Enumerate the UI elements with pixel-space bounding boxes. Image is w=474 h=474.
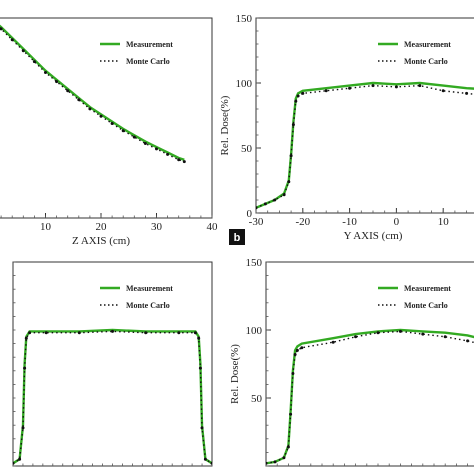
monte-carlo-point (300, 346, 304, 350)
x-tick-label: 10 (438, 216, 450, 228)
monte-carlo-point (210, 461, 212, 465)
series-monte-carlo (256, 84, 474, 210)
monte-carlo-point (144, 331, 148, 335)
series-monte-carlo (13, 329, 212, 465)
y-tick-label: 50 (241, 143, 253, 155)
monte-carlo-point (44, 331, 48, 335)
y-axis-label: Rel. Dose(%) (219, 95, 231, 155)
measurement-line (0, 24, 185, 161)
x-tick-label: 10 (40, 221, 52, 233)
monte-carlo-point (289, 154, 293, 158)
legend-label: Monte Carlo (126, 301, 170, 310)
legend-label: Measurement (126, 40, 173, 49)
x-axis-label: Y AXIS (cm) (344, 230, 403, 242)
monte-carlo-point (66, 89, 70, 93)
y-tick-label: 150 (246, 257, 263, 269)
monte-carlo-point (24, 336, 28, 340)
monte-carlo-point (331, 340, 335, 344)
legend-label: Measurement (404, 40, 451, 49)
monte-carlo-point (324, 89, 328, 93)
x-tick-label: 0 (394, 216, 400, 228)
legend-label: Measurement (404, 284, 451, 293)
y-tick-label: 150 (236, 13, 253, 25)
monte-carlo-point (286, 445, 290, 449)
x-tick-label: 20 (96, 221, 108, 233)
legend-label: Monte Carlo (126, 57, 170, 66)
y-axis-label: Rel. Dose(%) (229, 344, 241, 404)
monte-carlo-point (18, 457, 22, 461)
series-monte-carlo (266, 329, 474, 465)
monte-carlo-point (111, 329, 114, 333)
monte-carlo-line (13, 330, 212, 464)
y-tick-label: 100 (236, 78, 253, 90)
x-tick-label: 30 (151, 221, 163, 233)
panels: 0 10 20 30 40 Z AXIS (cm) Measurement Monte Car… (0, 13, 474, 467)
monte-carlo-point (143, 142, 147, 145)
monte-carlo-point (132, 135, 136, 139)
x-tick-label: -10 (342, 216, 357, 228)
chart-panel-bottom-left: Measurement Monte Carlo (12, 261, 213, 467)
y-tick-label: 100 (246, 325, 263, 337)
y-tick-label: 0 (247, 208, 253, 220)
x-tick-label: 40 (207, 221, 219, 233)
y-tick-label: 50 (251, 393, 263, 405)
monte-carlo-line (266, 330, 474, 464)
x-axis-label: Z AXIS (cm) (72, 235, 130, 247)
monte-carlo-point (418, 84, 422, 88)
series-measurement (0, 24, 185, 161)
chart-panel-top-right: -30-20-100102050100150Y AXIS (cm)Rel. Do… (219, 13, 474, 245)
chart-panel-bottom-right: 50 100 150 Rel. Dose(%) Measurement Monte Car… (229, 257, 474, 467)
series-measurement (256, 81, 474, 209)
plot-frame (12, 261, 213, 467)
measurement-line (13, 328, 212, 465)
panel-letter: b (234, 232, 241, 244)
legend-label: Measurement (126, 284, 173, 293)
panel-letter-badge (229, 229, 245, 245)
monte-carlo-point (376, 331, 380, 335)
x-tick-label: -30 (249, 216, 264, 228)
series-monte-carlo (0, 26, 186, 164)
series-measurement (13, 328, 212, 465)
x-tick-label: -20 (295, 216, 310, 228)
monte-carlo-point (21, 426, 25, 430)
monte-carlo-point (291, 123, 295, 127)
measurement-line (256, 81, 474, 209)
legend-label: Monte Carlo (404, 301, 448, 310)
monte-carlo-line (0, 26, 185, 163)
legend-label: Monte Carlo (404, 57, 448, 66)
monte-carlo-line (256, 84, 474, 209)
